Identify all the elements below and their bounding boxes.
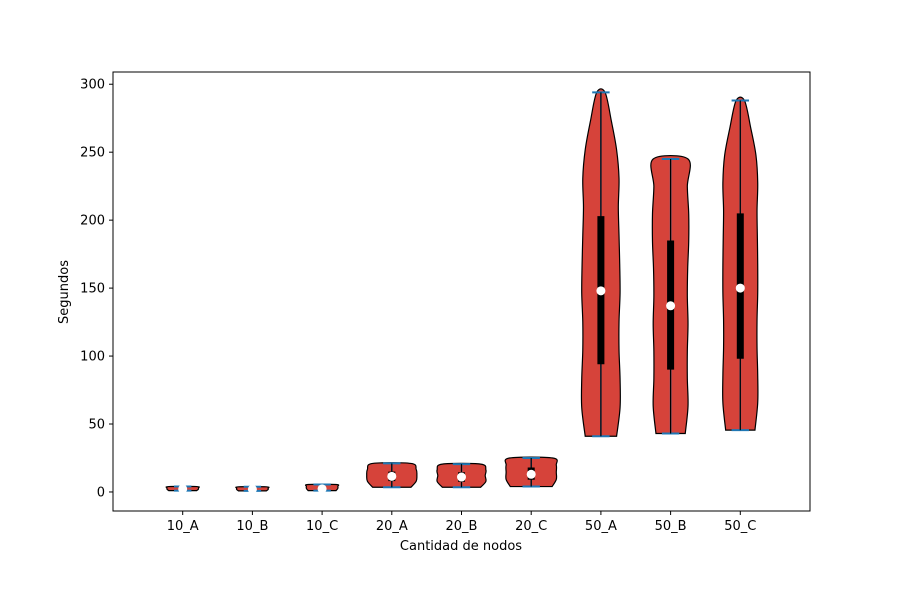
plot-area [165, 88, 759, 494]
y-tick-label: 150 [80, 282, 105, 297]
median-point [387, 471, 397, 481]
median-point [526, 469, 536, 479]
violin-10_A [165, 484, 200, 494]
median-point [247, 484, 257, 494]
x-axis: 10_A 10_B 10_C 20_A 20_B 20_C 50_A 50_B 50_C [167, 511, 756, 534]
violin-50_B [650, 154, 691, 435]
x-tick-label: 50_C [724, 519, 756, 534]
violin-10_B [235, 484, 270, 494]
x-tick-label: 50_A [585, 519, 617, 534]
violin-10_C [304, 483, 340, 494]
x-tick-label: 50_B [655, 519, 687, 534]
median-point [735, 283, 745, 293]
y-axis-label: Segundos [57, 260, 72, 324]
violin-20_A [366, 462, 418, 489]
y-axis: 0 50 100 150 200 250 300 [80, 78, 113, 500]
violin-20_C [504, 456, 558, 488]
x-tick-label: 10_C [306, 519, 338, 534]
y-tick-label: 200 [80, 214, 105, 229]
median-point [178, 484, 188, 494]
y-tick-label: 100 [80, 350, 105, 365]
y-tick-label: 50 [88, 418, 105, 433]
median-point [317, 484, 327, 494]
violin-50_A [580, 88, 621, 438]
x-axis-label: Cantidad de nodos [400, 539, 522, 554]
violin-50_C [722, 96, 759, 432]
x-tick-label: 20_A [376, 519, 408, 534]
x-tick-label: 20_C [515, 519, 547, 534]
median-point [457, 472, 466, 482]
x-tick-label: 10_A [167, 519, 199, 534]
y-tick-label: 0 [97, 485, 105, 500]
x-tick-label: 10_B [236, 519, 268, 534]
y-tick-label: 300 [80, 78, 105, 93]
y-tick-label: 250 [80, 146, 105, 161]
median-point [666, 301, 676, 311]
violin-20_B [436, 462, 487, 489]
median-point [596, 286, 606, 296]
x-tick-label: 20_B [446, 519, 478, 534]
